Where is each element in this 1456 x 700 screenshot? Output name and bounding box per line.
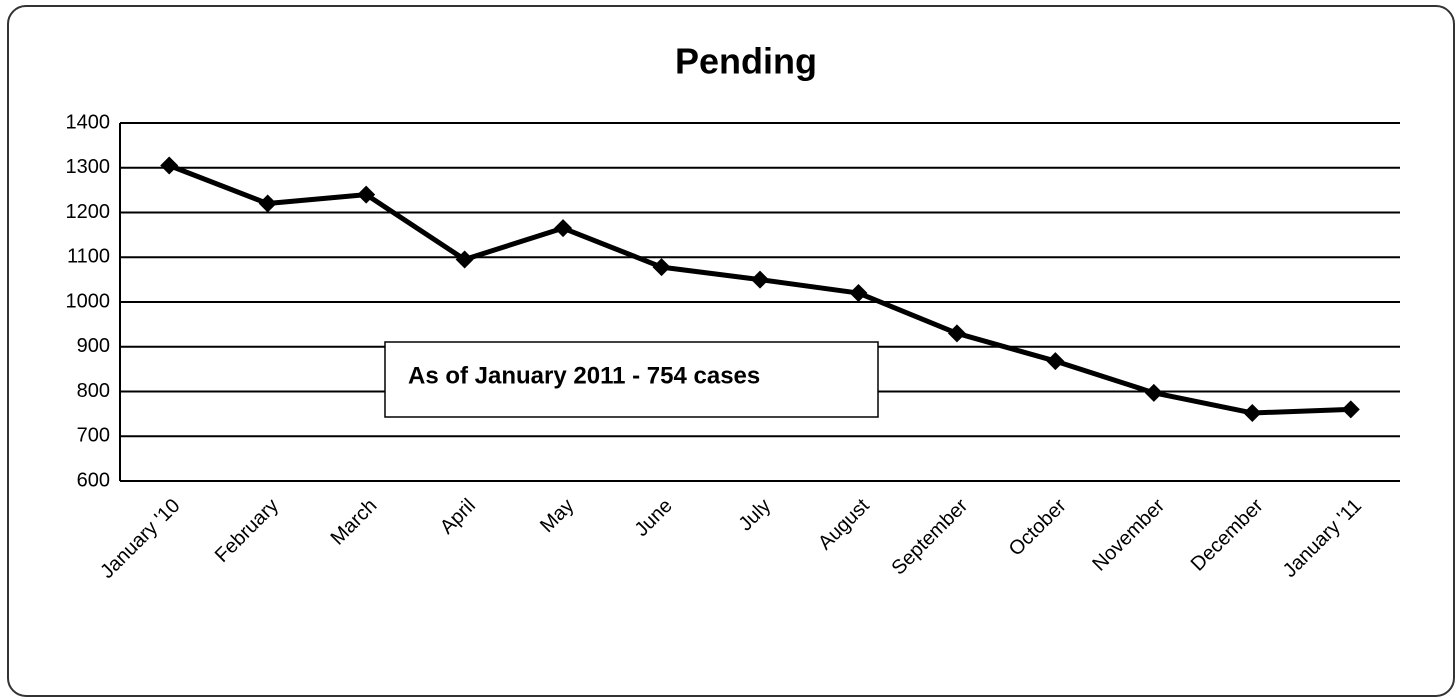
marker <box>652 258 671 277</box>
marker <box>258 194 277 213</box>
annotation-box <box>384 341 879 418</box>
y-tick-label: 1400 <box>66 111 111 133</box>
marker <box>947 324 966 343</box>
marker <box>160 156 179 175</box>
marker <box>1341 400 1360 419</box>
marker <box>1144 383 1163 402</box>
chart-title: Pending <box>675 41 817 82</box>
marker <box>1046 352 1065 371</box>
y-tick-label: 1300 <box>66 156 111 178</box>
marker <box>554 219 573 238</box>
marker <box>455 250 474 269</box>
marker <box>751 270 769 289</box>
marker <box>1243 403 1262 422</box>
annotation: As of January 2011 - 754 cases <box>408 362 760 389</box>
marker <box>357 185 376 204</box>
y-tick-label: 1100 <box>67 246 110 268</box>
y-tick-label: 1200 <box>66 201 111 223</box>
y-tick-label: 700 <box>77 425 110 447</box>
marker <box>849 284 868 303</box>
y-tick-label: 800 <box>77 380 110 402</box>
y-tick-label: 600 <box>77 469 110 491</box>
y-tick-label: 900 <box>77 335 110 357</box>
y-tick-label: 1000 <box>66 290 111 312</box>
